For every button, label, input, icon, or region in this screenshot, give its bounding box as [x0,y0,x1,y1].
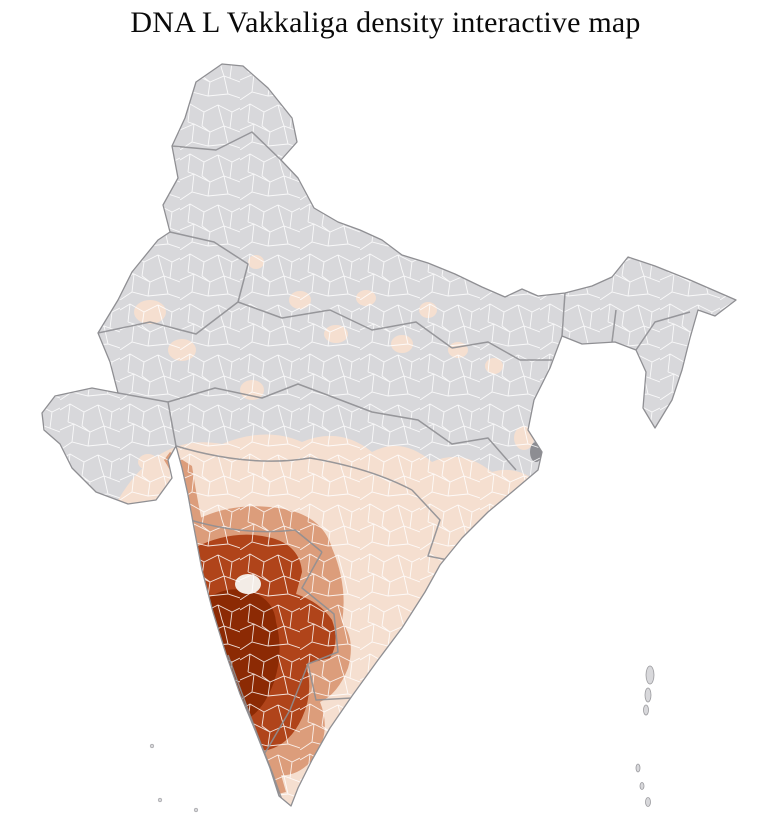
state-border [561,292,566,337]
state-border [97,301,239,335]
state-border [175,445,413,491]
state-border [171,131,282,161]
state-border [411,489,449,561]
state-border [329,395,517,471]
state-border [169,231,249,303]
state-border [451,341,552,361]
state-borders [97,131,691,801]
state-border [301,551,353,701]
lakshadweep-islands[interactable] [149,743,199,813]
page-title: DNA L Vakkaliga density interactive map [130,6,641,39]
state-border [611,309,691,351]
andaman-nicobar-islands[interactable] [635,665,655,807]
state-border [237,301,453,349]
district-boundaries-mesh [42,64,736,806]
state-border [167,383,331,403]
state-border [189,519,323,553]
